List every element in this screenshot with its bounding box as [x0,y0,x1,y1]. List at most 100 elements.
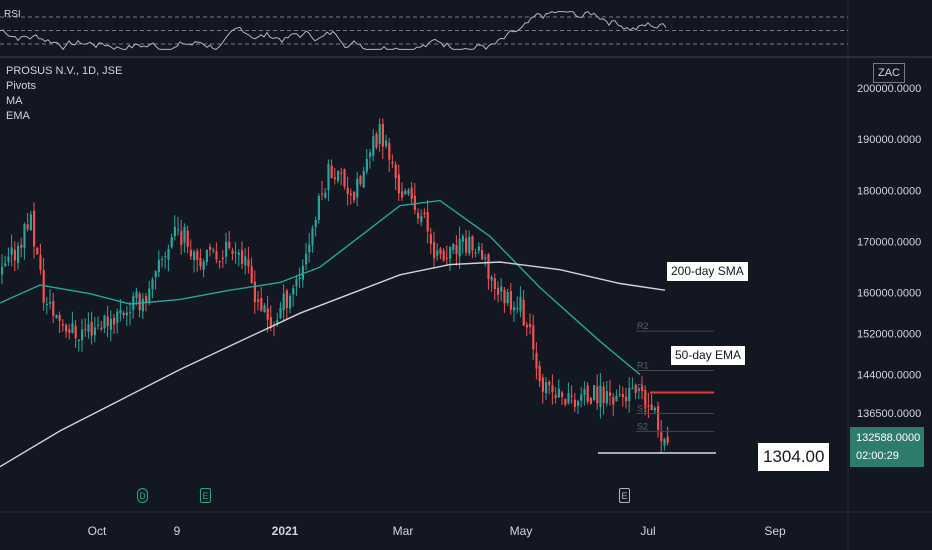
countdown-timer: 02:00:29 [856,450,899,462]
candle-body [545,382,548,394]
y-tick-label: 200000.0000 [857,83,921,95]
candle-body [497,288,500,295]
candle-body [602,386,605,403]
candle-body [33,210,36,247]
candle-body [458,239,461,257]
pivot-levels: R2 R1 P S1 S2 [598,321,716,454]
candle-body [298,277,301,280]
candle-body [161,259,164,261]
candle-body [429,234,432,244]
candle-body [52,301,55,316]
candle-body [647,405,650,407]
x-tick-label: 9 [174,524,181,538]
candle-body [116,311,119,323]
candle-body [74,325,77,339]
candle-body [410,187,413,199]
candle-body [170,237,173,248]
candle-body [525,324,528,328]
candle-body [564,399,567,405]
rsi-pane [0,11,848,51]
candle-body [122,312,125,315]
candle-body [282,293,285,311]
symbol-title[interactable]: PROSUS N.V., 1D, JSE [6,65,123,77]
candle-body [39,254,42,270]
candle-body [346,187,349,195]
candle-body [618,394,621,396]
candle-body [586,385,589,402]
indicator-pivots[interactable]: Pivots [6,80,36,92]
currency-button[interactable]: ZAC [873,63,905,83]
candle-body [378,124,381,144]
earnings-event-icon-upcoming[interactable]: E [619,488,630,503]
candle-body [65,324,68,332]
candle-body [567,393,570,403]
earnings-event-icon[interactable]: E [200,488,211,503]
candle-body [209,246,212,250]
x-tick-label: Jul [640,524,655,538]
indicator-ema[interactable]: EMA [6,110,30,122]
pivot-label-s1: S1 [637,404,648,414]
candle-body [90,321,93,336]
candle-body [554,394,557,399]
candle-body [509,291,512,310]
candle-body [583,389,586,395]
candle-body [173,226,176,237]
candle-body [433,242,436,259]
y-tick-label: 152000.0000 [857,329,921,341]
candle-body [349,193,352,196]
candle-body [10,247,13,255]
candle-body [129,312,132,314]
y-tick-label: 180000.0000 [857,185,921,197]
candle-body [237,252,240,255]
pivot-label-r1: R1 [637,361,649,371]
candle-body [596,386,599,404]
candle-body [420,215,423,223]
y-tick-label: 170000.0000 [857,237,921,249]
candle-body [26,224,29,230]
candle-body [493,278,496,290]
candle-body [394,164,397,179]
ema-50-line [0,199,641,376]
candle-body [330,165,333,178]
candle-body [388,143,391,160]
candle-body [151,279,154,290]
candle-body [401,191,404,198]
candle-body [522,299,525,326]
candle-body [36,247,39,255]
candle-body [138,293,141,311]
candle-body [506,291,509,304]
candle-body [557,388,560,398]
candle-body [605,391,608,404]
candle-body [660,432,663,442]
candle-body [397,174,400,194]
y-tick-label: 144000.0000 [857,370,921,382]
candle-body [468,236,471,254]
candle-body [372,136,375,156]
candle-body [593,385,596,400]
candle-body [439,248,442,254]
candle-body [84,328,87,330]
candle-body [529,324,532,328]
candle-body [353,191,356,201]
candle-body [657,406,660,430]
candle-body [202,261,205,270]
candle-body [609,392,612,396]
candle-body [269,317,272,329]
candle-body [23,223,26,249]
candle-body [599,385,602,407]
candle-body [68,329,71,333]
candle-body [637,388,640,391]
candle-body [570,395,573,397]
candle-body [276,319,279,325]
candle-body [612,396,615,405]
candle-body [385,140,388,147]
indicator-ma[interactable]: MA [6,95,23,107]
candle-body [625,396,628,402]
candle-body [154,271,157,278]
candle-body [487,254,490,280]
candle-body [615,395,618,402]
candle-body [471,236,474,251]
dividend-event-icon[interactable]: D [137,488,148,503]
candle-body [628,387,631,402]
